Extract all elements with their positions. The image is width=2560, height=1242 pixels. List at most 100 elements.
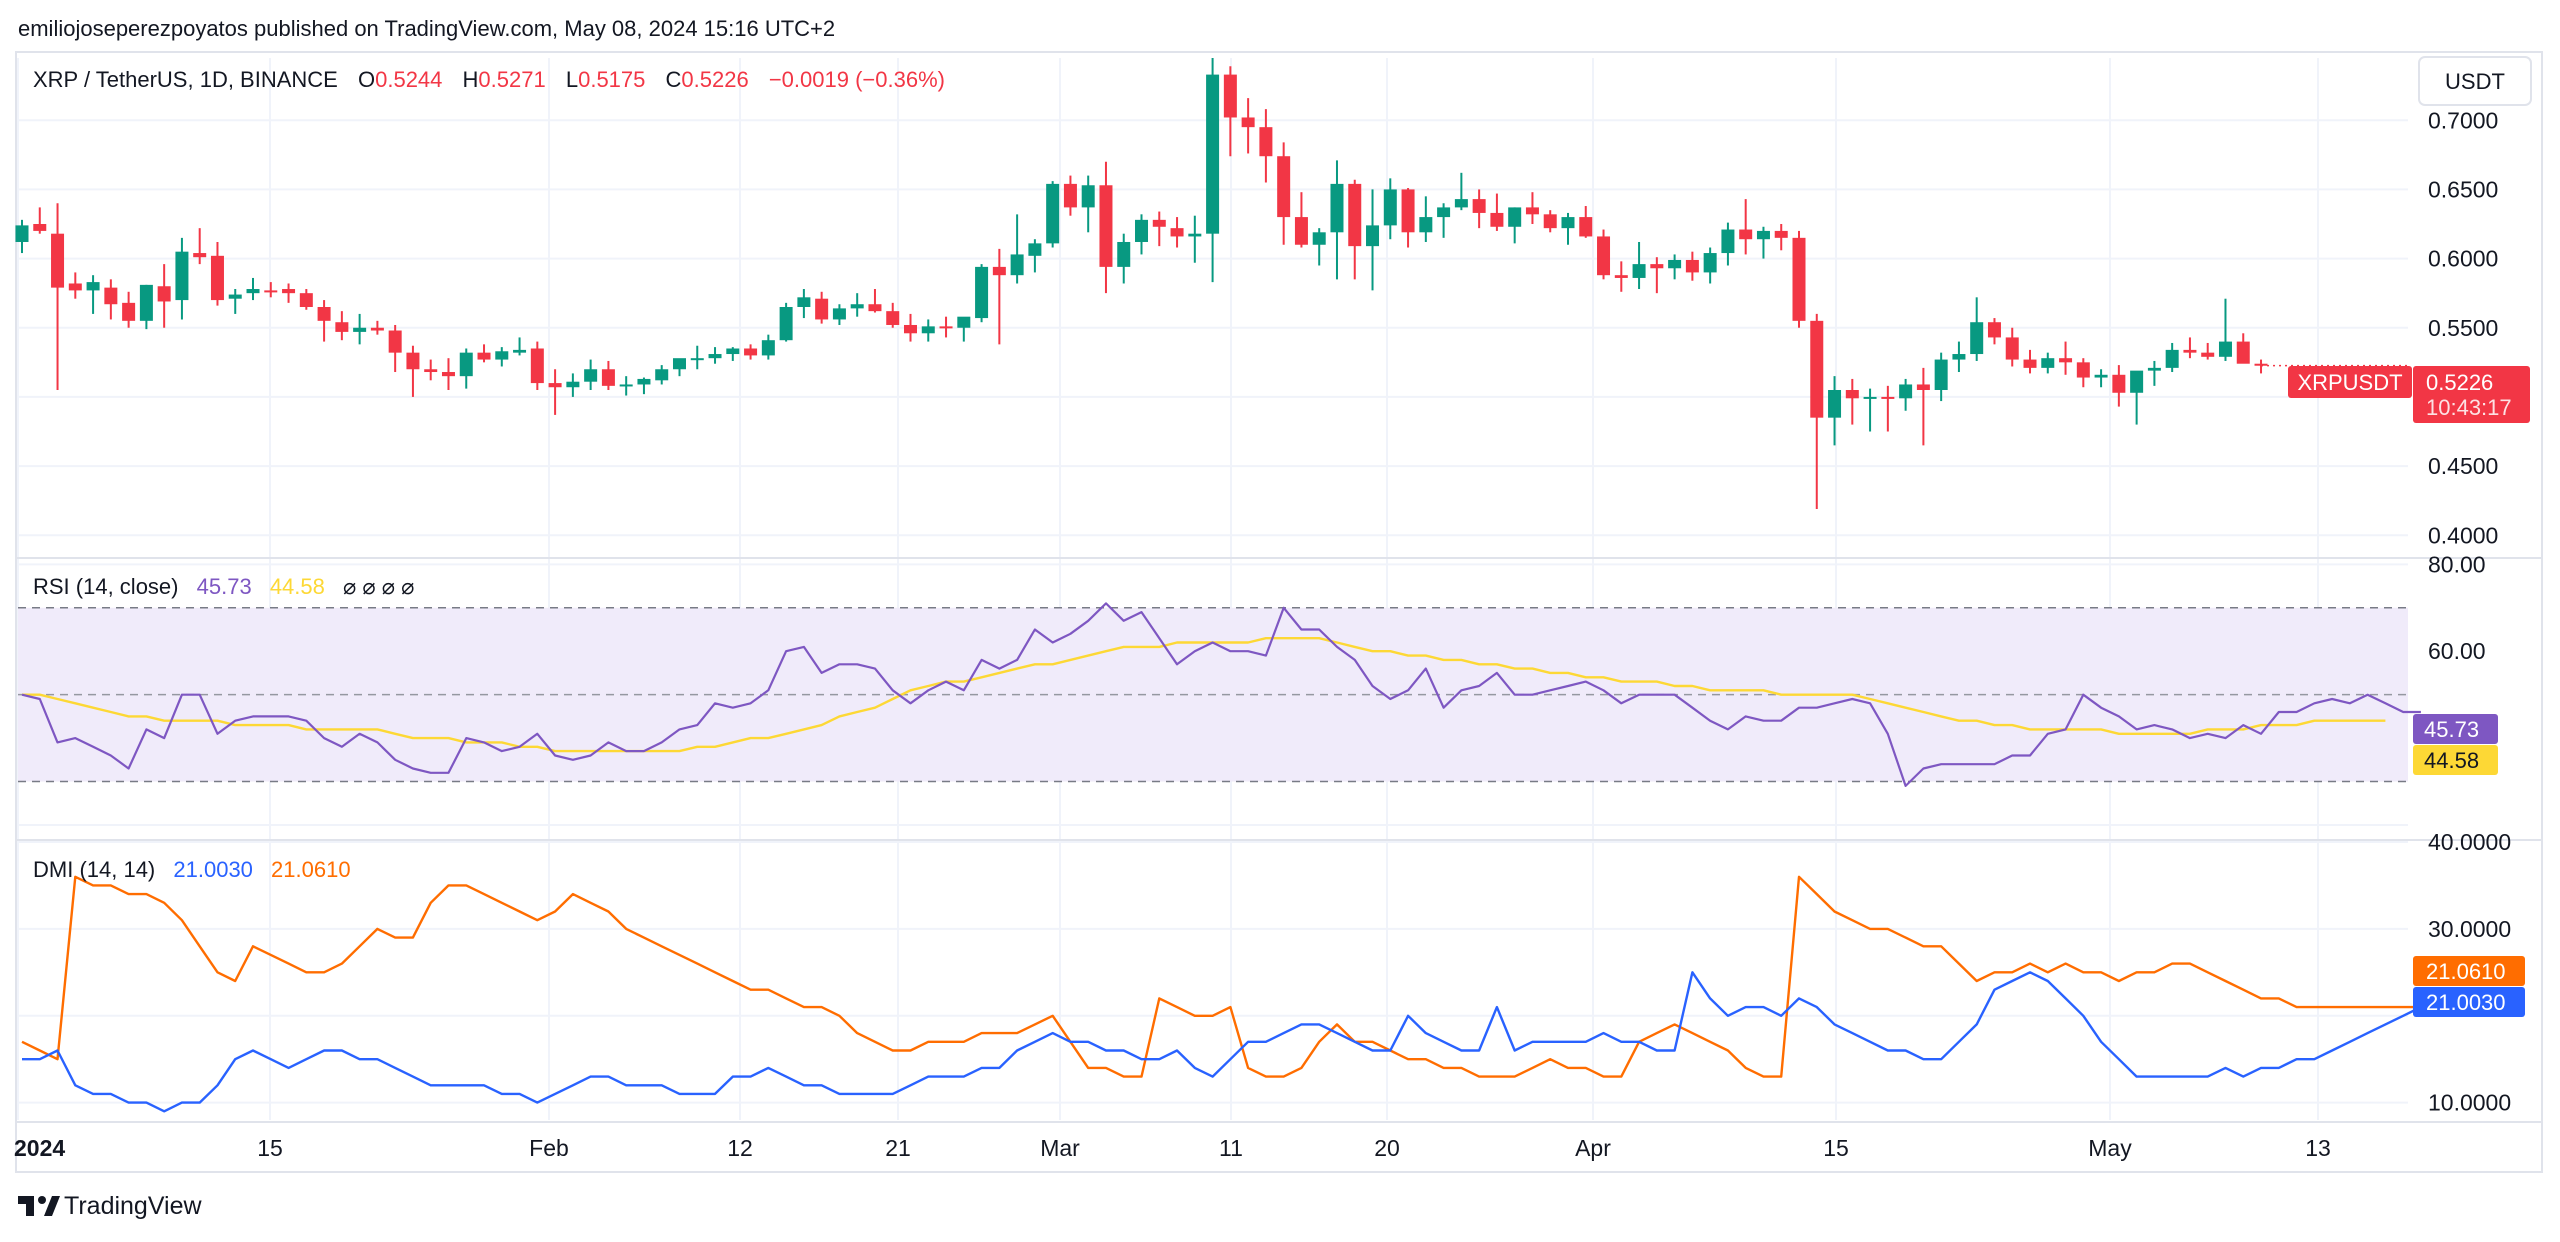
symbol-tag-bg [2288,366,2412,398]
time-axis: 2024 15 Feb 12 21 Mar 11 20 Apr 15 May 13 [14,1135,2331,1161]
candle [2147,360,2161,386]
candle [726,347,740,361]
low-value: 0.5175 [578,67,645,92]
price-axis-label: 0.6000 [2428,246,2498,272]
tradingview-logo-text: TradingView [64,1192,203,1220]
symbol-label[interactable]: XRP / TetherUS, 1D, BINANCE [33,67,338,92]
candle-body [690,358,704,361]
candle [193,228,207,265]
open-label: O [358,67,375,92]
candle [175,237,189,320]
candle-body [1916,384,1930,390]
candle [1543,210,1557,233]
candle-body [1454,199,1468,208]
rsi-ma-value-tag-text: 44.58 [2424,748,2479,773]
dmi-minus-tag-text: 21.0610 [2426,959,2506,984]
candle [2005,327,2019,367]
candle [1152,211,1166,247]
rsi-axis-label: 60.00 [2428,638,2486,664]
candle-body [2059,358,2073,363]
candle-body [1490,212,1504,227]
rsi-title[interactable]: RSI (14, close) [33,574,179,599]
candle [210,241,224,306]
candle-body [1685,259,1699,273]
candle [2023,349,2037,374]
candle-body [1739,229,1753,240]
candle-body [2076,362,2090,378]
dmi-minus-value-tag: 21.0610 [2413,956,2525,986]
price-legend: XRP / TetherUS, 1D, BINANCE O0.5244 H0.5… [33,67,945,92]
candle-body [1525,207,1539,215]
candle-body [335,322,349,332]
candle-body [779,307,793,341]
candle [317,300,331,342]
candle-body [992,266,1006,276]
candle-body [584,369,598,382]
candle [761,334,775,360]
candle-body [104,287,118,305]
published-by-text: emiliojoseperezpoyatos published on Trad… [18,16,835,41]
candle-body [1081,185,1095,208]
candle [1063,175,1077,216]
candle-body [1650,264,1664,269]
candle [1170,217,1184,248]
candle [51,203,65,390]
currency-button-label[interactable]: USDT [2445,69,2505,94]
candle-body [33,224,47,231]
candle [1597,229,1611,280]
candle-body [1472,199,1486,213]
candle-body [1401,189,1415,233]
close-value: 0.5226 [681,67,748,92]
candle [1383,178,1397,240]
candle [282,283,296,303]
candle [157,264,171,328]
candle [1401,188,1415,248]
high-label: H [463,67,479,92]
candle-body [210,255,224,301]
dmi-axis-label: 40.0000 [2428,829,2511,855]
candle [1614,261,1628,292]
candle-body [317,307,331,321]
time-axis-label: 13 [2305,1135,2331,1161]
candle-body [264,290,278,293]
candle [1490,193,1504,231]
candle-body [2041,358,2055,368]
candle [1010,214,1024,284]
candle-body [1828,390,1842,418]
candle-body [726,348,740,355]
candle [1828,376,1842,446]
candle [353,313,367,345]
candle-body [2183,349,2197,353]
candle [1419,196,1433,242]
candle [548,369,562,415]
time-axis-label: Mar [1040,1135,1080,1161]
candle [1028,239,1042,273]
candle-body [1063,183,1077,208]
candle [2076,358,2090,388]
tradingview-logo[interactable]: TradingView [18,1192,203,1220]
candle-body [2218,341,2232,357]
candle-body [744,348,758,356]
candle-body [2236,341,2250,364]
candle [1472,189,1486,229]
currency-button[interactable]: USDT [2418,56,2532,106]
candle-body [921,326,935,334]
candle [1117,233,1131,284]
time-axis-label: 2024 [14,1135,65,1161]
candle-body [815,298,829,320]
candle-body [1899,384,1913,399]
candle [1952,341,1966,373]
candle [1721,222,1735,266]
candle-body [1277,156,1291,218]
price-axis: 0.7000 0.6500 0.6000 0.5500 0.4500 0.4000 [2428,107,2498,548]
tradingview-logo-icon [18,1196,60,1216]
price-axis-label: 0.4000 [2428,522,2498,548]
candle-body [2254,363,2268,366]
candle [139,284,153,330]
candle-body [797,297,811,307]
currency-button-frame[interactable] [2418,56,2532,106]
candle [246,277,260,301]
dmi-title[interactable]: DMI (14, 14) [33,857,155,882]
candle-body [228,294,242,299]
